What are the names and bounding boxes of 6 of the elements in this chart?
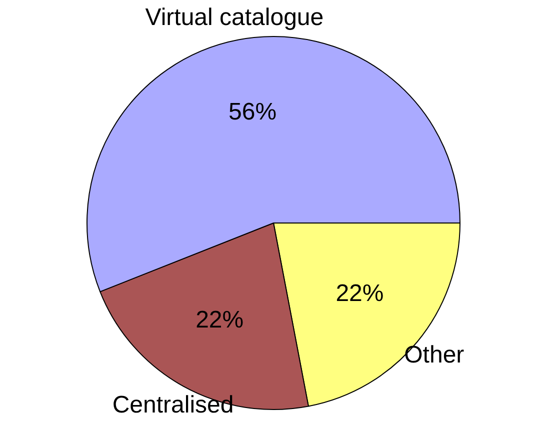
slice-label: Other <box>404 342 464 369</box>
data-label: 22% <box>336 280 384 307</box>
slice-label: Centralised <box>112 391 234 418</box>
data-label: 22% <box>196 306 244 334</box>
data-label: 56% <box>228 98 277 126</box>
slice-label: Virtual catalogue <box>145 4 324 31</box>
